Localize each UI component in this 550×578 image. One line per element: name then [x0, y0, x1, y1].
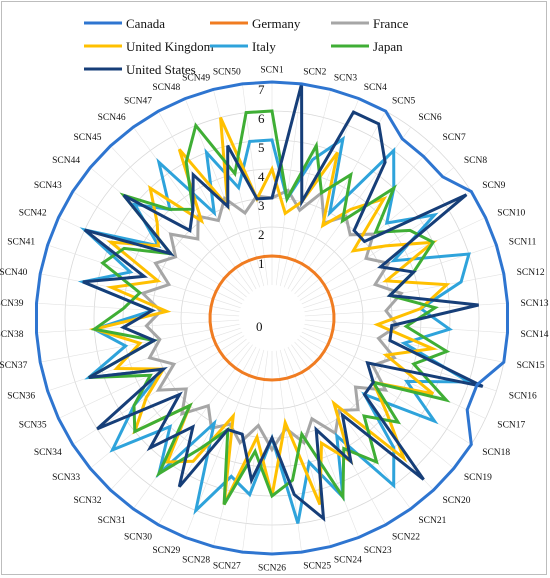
category-label: SCN19 — [464, 473, 492, 483]
category-label: SCN28 — [182, 556, 210, 566]
grid-spoke — [110, 145, 250, 295]
r-tick-label: 2 — [258, 227, 265, 242]
grid-spoke — [301, 331, 486, 419]
category-label: SCN35 — [19, 421, 47, 431]
category-label: SCN10 — [497, 209, 525, 219]
category-label: SCN40 — [0, 268, 28, 278]
category-label: SCN11 — [509, 238, 537, 248]
r-tick-label: 3 — [258, 198, 265, 213]
category-label: SCN33 — [52, 473, 80, 483]
grid-spoke — [294, 145, 434, 295]
category-label: SCN37 — [0, 361, 28, 371]
series-united-states — [82, 83, 484, 522]
legend-label-germany: Germany — [252, 16, 301, 31]
category-label: SCN26 — [258, 564, 286, 574]
category-label: SCN9 — [482, 181, 505, 191]
radar-grid — [35, 81, 509, 555]
grid-spoke — [36, 302, 240, 317]
category-label: SCN45 — [74, 133, 102, 143]
category-label: SCN5 — [392, 96, 415, 106]
legend-label-italy: Italy — [252, 39, 276, 54]
r-tick-label: 4 — [258, 169, 265, 184]
series-france — [139, 188, 404, 453]
category-label: SCN18 — [482, 448, 510, 458]
series-germany — [208, 254, 336, 382]
grid-spoke — [275, 83, 302, 286]
grid-spoke — [89, 167, 247, 298]
category-label: SCN13 — [521, 299, 549, 309]
legend-label-united-states: United States — [126, 62, 196, 77]
category-label: SCN48 — [152, 83, 180, 93]
category-label: SCN49 — [182, 73, 210, 83]
category-label: SCN6 — [418, 113, 441, 123]
category-label: SCN42 — [19, 209, 47, 219]
grid-spoke — [279, 89, 331, 287]
category-label: SCN4 — [364, 83, 387, 93]
grid-spoke — [213, 349, 265, 547]
category-label: SCN44 — [52, 156, 80, 166]
category-label: SCN46 — [98, 113, 126, 123]
category-label: SCN30 — [124, 533, 152, 543]
category-label: SCN36 — [7, 391, 35, 401]
grid-spoke — [304, 273, 504, 313]
legend-label-canada: Canada — [126, 16, 165, 31]
category-label: SCN15 — [517, 361, 545, 371]
grid-spoke — [287, 111, 386, 290]
category-label: SCN23 — [364, 546, 392, 556]
grid-spoke — [158, 111, 257, 290]
category-label: SCN38 — [0, 330, 24, 340]
r-tick-label: 1 — [258, 256, 265, 271]
legend-label-united-kingdom: United Kingdom — [126, 39, 214, 54]
legend-label-france: France — [373, 16, 409, 31]
category-label: SCN25 — [303, 562, 331, 572]
category-label: SCN50 — [213, 68, 241, 78]
grid-spoke — [297, 338, 455, 469]
category-label: SCN20 — [443, 496, 471, 506]
category-label: SCN27 — [213, 562, 241, 572]
r-tick-label: 5 — [258, 140, 265, 155]
grid-spoke — [158, 346, 257, 525]
category-label: SCN3 — [334, 73, 357, 83]
category-label: SCN17 — [497, 421, 525, 431]
category-label: SCN8 — [464, 156, 487, 166]
category-label: SCN39 — [0, 299, 24, 309]
r-tick-label: 7 — [258, 82, 265, 97]
r-tick-label: 0 — [256, 319, 263, 334]
category-label: SCN32 — [74, 496, 102, 506]
grid-spoke — [110, 341, 250, 491]
grid-spoke — [47, 327, 241, 392]
category-label: SCN29 — [152, 546, 180, 556]
r-tick-label: 6 — [258, 111, 265, 126]
category-label: SCN41 — [7, 238, 35, 248]
category-label: SCN1 — [260, 66, 283, 76]
category-label: SCN16 — [509, 391, 537, 401]
category-label: SCN22 — [392, 533, 420, 543]
category-label: SCN14 — [521, 330, 549, 340]
category-label: SCN34 — [34, 448, 62, 458]
category-label: SCN12 — [517, 268, 545, 278]
category-label: SCN47 — [124, 96, 152, 106]
grid-spoke — [36, 319, 240, 334]
category-label: SCN7 — [443, 133, 466, 143]
legend-label-japan: Japan — [373, 39, 403, 54]
series-group — [35, 80, 509, 556]
category-label: SCN21 — [418, 516, 446, 526]
series-canada — [35, 80, 509, 556]
category-label: SCN31 — [98, 516, 126, 526]
legend: Canada Germany France United Kingdom Italy Ja… — [84, 16, 409, 77]
category-label: SCN24 — [334, 556, 362, 566]
radial-tick-labels: 0 1 2 3 4 5 6 7 — [256, 82, 265, 334]
category-label: SCN2 — [303, 68, 326, 78]
category-label: SCN43 — [34, 181, 62, 191]
